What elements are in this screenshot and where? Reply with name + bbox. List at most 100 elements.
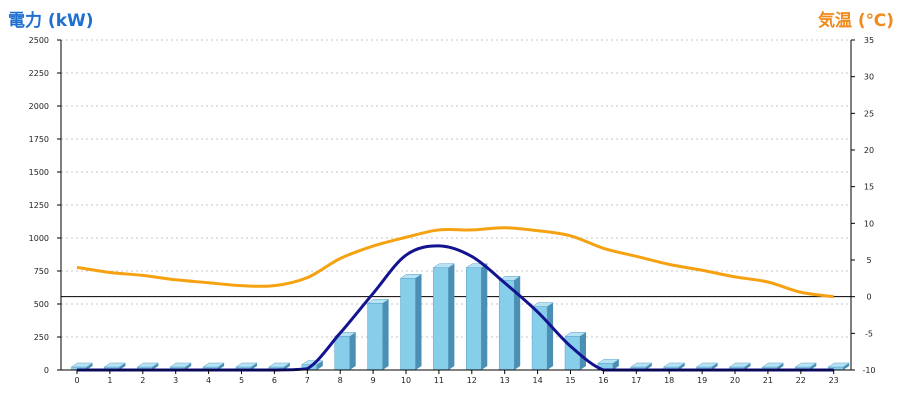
- bar-side: [744, 363, 751, 370]
- bar-top: [629, 362, 653, 368]
- x-tick-label: 9: [371, 376, 376, 385]
- left-tick-label: 1750: [29, 135, 49, 144]
- x-tick-label: 5: [239, 376, 244, 385]
- bar-top: [662, 362, 686, 368]
- right-tick-label: 25: [864, 109, 874, 118]
- bar-top: [498, 275, 522, 281]
- power-smooth-line: [76, 244, 834, 372]
- bar-side: [843, 363, 850, 370]
- x-tick-label: 21: [763, 376, 773, 385]
- bar-top: [794, 362, 818, 368]
- temperature-line: [76, 226, 834, 299]
- x-tick-label: 4: [206, 376, 211, 385]
- left-tick-label: 500: [34, 300, 49, 309]
- left-axis-title: 電力 (kW): [8, 11, 94, 31]
- power-bar: [564, 332, 587, 371]
- x-tick-label: 14: [533, 376, 543, 385]
- bar-side: [678, 363, 685, 370]
- right-tick-label: 30: [864, 73, 874, 82]
- bar-front: [531, 306, 548, 371]
- bar-top: [432, 263, 456, 268]
- power-bar: [827, 362, 851, 371]
- right-tick-label: -10: [862, 366, 875, 375]
- right-tick-label: 15: [864, 183, 874, 192]
- bar-top: [136, 362, 160, 368]
- bar-side: [448, 263, 455, 370]
- bar-front: [498, 279, 515, 371]
- bar-side: [777, 363, 784, 370]
- power-bar: [597, 359, 620, 371]
- right-tick-label: 10: [864, 219, 874, 228]
- power-bar: [465, 263, 489, 371]
- power-bar: [498, 275, 522, 371]
- right-tick-label: 20: [864, 146, 874, 155]
- right-axis-title: 気温 (℃): [817, 11, 894, 31]
- bar-top: [169, 362, 193, 368]
- bar-side: [810, 363, 817, 370]
- x-tick-label: 1: [107, 376, 112, 385]
- bar-top: [202, 362, 225, 368]
- bar-side: [119, 363, 126, 370]
- series-lines: [76, 226, 834, 372]
- bar-side: [514, 276, 521, 370]
- x-tick-label: 3: [173, 376, 178, 385]
- power-bar: [366, 299, 390, 371]
- bar-side: [283, 363, 290, 370]
- x-tick-label: 23: [829, 376, 839, 385]
- x-tick-label: 10: [401, 376, 411, 385]
- x-tick-label: 19: [697, 376, 707, 385]
- bar-side: [86, 363, 93, 370]
- bar-top: [70, 362, 94, 368]
- left-tick-label: 1250: [29, 201, 49, 210]
- x-tick-label: 0: [74, 376, 79, 385]
- bar-side: [415, 274, 422, 370]
- bar-side: [316, 360, 323, 370]
- bar-side: [580, 332, 586, 370]
- grid-lines: [61, 39, 851, 338]
- bar-side: [349, 332, 356, 370]
- power-bar: [432, 263, 456, 371]
- bar-side: [152, 363, 159, 370]
- x-tick-label: 17: [631, 376, 641, 385]
- left-tick-label: 2500: [29, 36, 49, 45]
- x-tick-label: 6: [272, 376, 277, 385]
- left-tick-label: 2250: [29, 69, 49, 78]
- x-tick-label: 7: [305, 376, 310, 385]
- left-tick-label: 0: [44, 366, 49, 375]
- bar-front: [400, 278, 416, 371]
- right-tick-label: 0: [866, 293, 871, 302]
- bar-top: [728, 362, 752, 368]
- bar-top: [695, 362, 719, 368]
- bar-side: [645, 363, 652, 370]
- left-tick-label: 750: [34, 267, 49, 276]
- bar-top: [597, 359, 620, 364]
- bar-top: [827, 362, 851, 368]
- bar-top: [761, 362, 785, 368]
- right-tick-label: 5: [866, 256, 871, 265]
- x-tick-label: 2: [140, 376, 145, 385]
- left-tick-label: 250: [34, 333, 49, 342]
- bar-side: [711, 363, 718, 370]
- bar-top: [564, 332, 587, 337]
- x-tick-label: 15: [565, 376, 575, 385]
- bar-side: [382, 299, 389, 370]
- left-tick-label: 1500: [29, 168, 49, 177]
- tick-labels: 0 250 500 750 1000 1250 1500 1750 20 0 0 2250 2500 -1…: [29, 36, 876, 385]
- power-bar: [531, 302, 554, 371]
- axes: [57, 39, 855, 374]
- x-tick-label: 16: [598, 376, 608, 385]
- bar-top: [235, 362, 258, 368]
- bar-side: [218, 363, 225, 370]
- x-tick-label: 20: [730, 376, 740, 385]
- bar-top: [531, 302, 554, 307]
- bar-side: [185, 363, 192, 370]
- right-tick-label: -5: [865, 329, 873, 338]
- bar-top: [399, 274, 423, 279]
- bar-side: [612, 359, 619, 370]
- bar-side: [481, 263, 488, 370]
- left-tick-label: 1000: [29, 234, 49, 243]
- bar-top: [268, 362, 291, 368]
- bar-top: [366, 299, 390, 304]
- x-tick-label: 18: [664, 376, 674, 385]
